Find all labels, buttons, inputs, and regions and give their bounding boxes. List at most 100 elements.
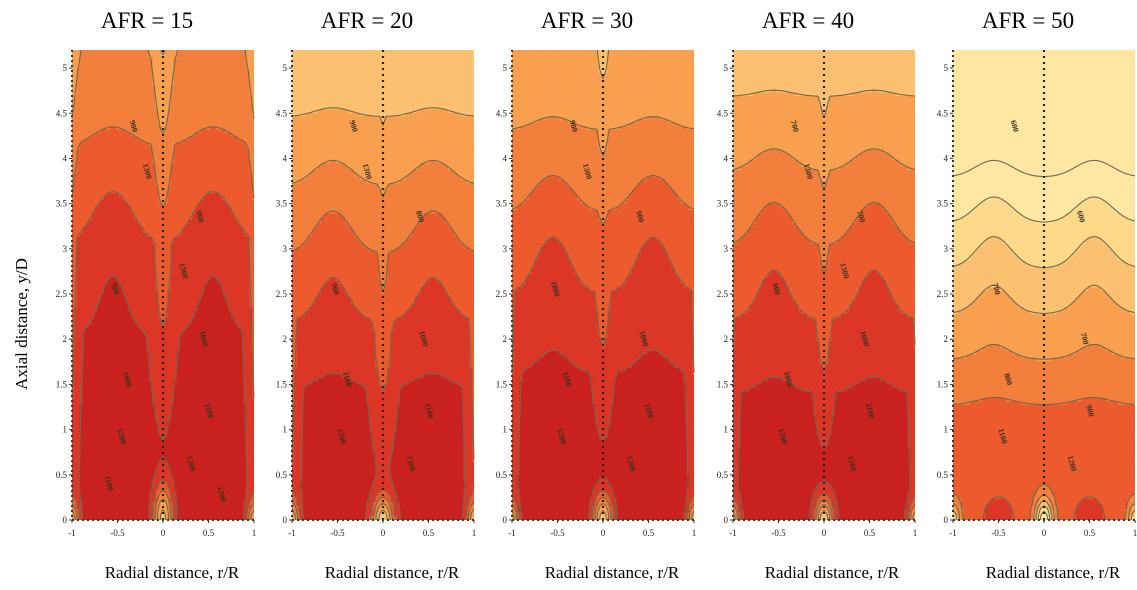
contour-cell [182,259,187,264]
contour-cell [176,306,181,311]
contour-cell [164,357,169,362]
contour-cell [179,343,184,348]
contour-cell [188,373,193,378]
contour-cell [73,484,78,489]
contour-cell [219,290,223,294]
contour-cell [137,266,141,271]
contour-cell [106,337,111,341]
contour-cell [188,501,193,506]
contour-cell [137,437,141,442]
contour-cell [131,508,135,513]
contour-cell [119,273,123,278]
contour-cell [103,390,108,395]
contour-cell [70,420,75,425]
contour-cell [228,269,232,274]
contour-cell [161,370,166,375]
contour-cell [246,400,251,405]
contour-cell [231,390,235,395]
contour-cell [188,303,193,308]
contour-cell [203,514,208,519]
contour-cell [149,316,153,321]
contour-cell [103,253,108,258]
contour-cell [91,300,96,305]
contour-cell [128,484,132,489]
contour-cell [167,249,172,254]
contour-cell [125,259,129,264]
contour-cell [176,256,181,261]
contour-cell [106,464,111,469]
contour-cell [152,330,157,335]
contour-cell [125,290,129,294]
contour-cell [164,306,169,311]
contour-cell [234,269,238,274]
contour-cell [128,498,132,503]
contour-cell [106,269,111,274]
contour-cell [216,283,220,288]
contour-cell [106,259,111,264]
contour-cell [249,454,254,459]
contour-cell [128,263,132,268]
contour-cell [240,501,244,506]
contour-cell [76,290,81,294]
contour-cell [203,306,208,311]
contour-cell [206,343,211,348]
contour-cell [119,427,123,432]
contour-cell [152,373,157,378]
contour-cell [213,504,217,509]
contour-cell [179,300,184,305]
contour-cell [149,306,153,311]
contour-cell [91,303,96,308]
contour-cell [234,501,238,506]
contour-cell [234,478,238,482]
contour-cell [237,390,241,395]
contour-cell [128,367,132,372]
contour-cell [191,427,196,432]
contour-cell [194,498,199,503]
contour-cell [237,377,241,382]
contour-cell [143,514,147,519]
contour-cell [115,498,120,503]
contour-cell [185,367,190,372]
contour-cell [234,441,238,446]
contour-cell [200,300,205,305]
contour-cell [216,310,220,315]
contour-cell [240,290,244,294]
contour-cell [194,447,199,452]
contour-cell [122,420,126,425]
contour-cell [249,380,254,385]
contour-cell [146,256,150,261]
contour-cell [237,296,241,301]
contour-cell [167,484,172,489]
contour-cell [91,263,96,268]
contour-cell [237,431,241,435]
contour-cell [225,444,229,449]
contour-cell [125,488,129,493]
contour-cell [164,246,169,251]
contour-cell [122,249,126,254]
contour-cell [79,471,84,476]
contour-cell [194,310,199,315]
contour-cell [106,454,111,459]
contour-cell [210,384,214,388]
contour-cell [140,377,144,382]
contour-cell [76,343,81,348]
contour-cell [222,504,226,509]
contour-cell [143,306,147,311]
contour-cell [197,253,202,258]
contour-cell [79,286,84,291]
contour-cell [234,464,238,469]
contour-cell [143,373,147,378]
contour-cell [231,286,235,291]
contour-cell [146,484,150,489]
contour-cell [167,461,172,466]
contour-cell [185,340,190,345]
contour-cell [131,484,135,489]
contour-cell [200,293,205,298]
contour-cell [243,266,248,271]
contour-cell [191,400,196,405]
contour-cell [112,296,117,301]
contour-cell [203,333,208,338]
contour-cell [76,414,81,419]
contour-cell [143,384,147,388]
contour-cell [122,397,126,402]
